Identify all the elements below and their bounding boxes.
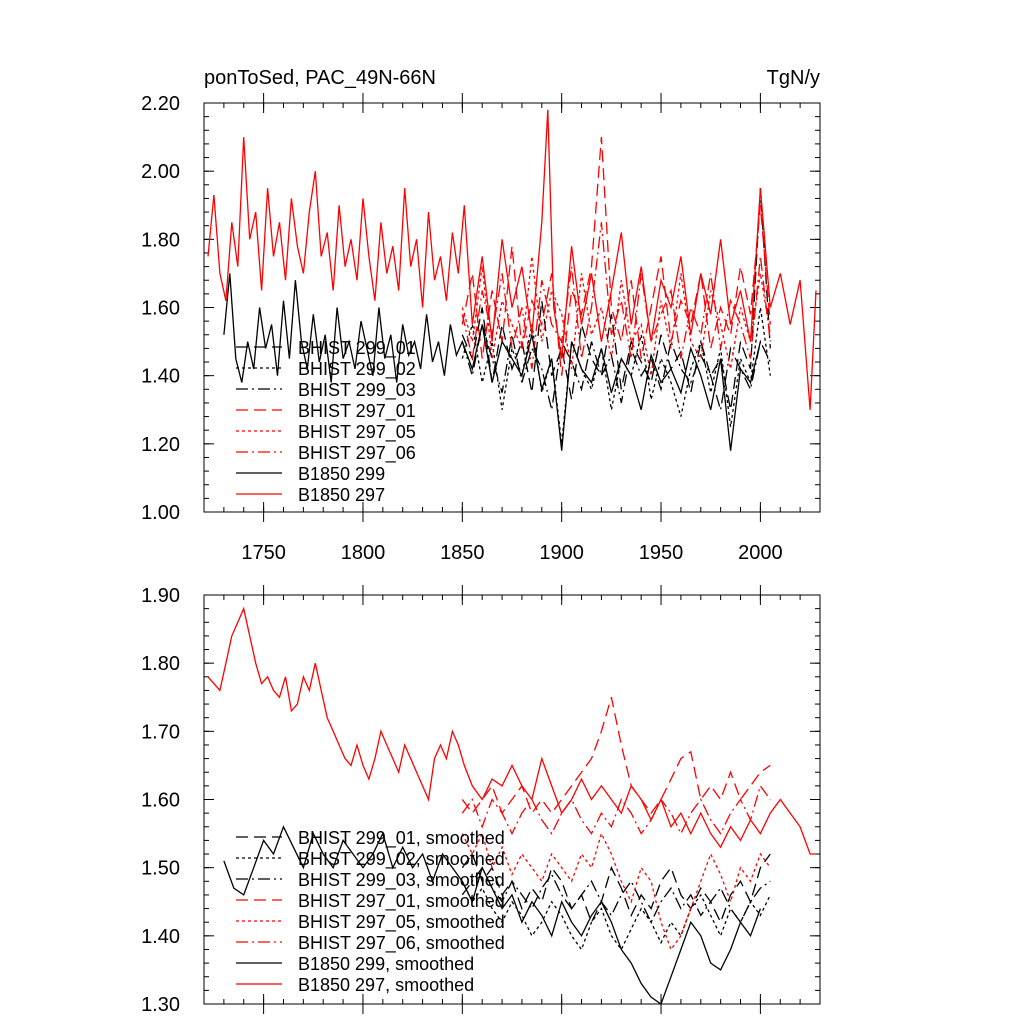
top-panel: ponToSed, PAC_49N-66N TgN/y 1750 1800 1850 19… bbox=[141, 67, 821, 564]
x-tick-label: 1900 bbox=[539, 542, 584, 564]
legend-label: BHIST 299_03 bbox=[298, 380, 416, 401]
legend-label: BHIST 297_05, smoothed bbox=[298, 912, 505, 933]
y-tick-label: 1.80 bbox=[141, 653, 180, 675]
y-tick-label: 1.40 bbox=[141, 366, 180, 388]
legend-label: BHIST 297_06 bbox=[298, 443, 416, 464]
series-line-4 bbox=[461, 256, 771, 376]
series-line-6 bbox=[223, 273, 762, 451]
series-line-0 bbox=[461, 188, 771, 410]
y-tick-label: 1.00 bbox=[141, 502, 180, 524]
series-line-6 bbox=[223, 825, 762, 1004]
y-tick-label: 1.60 bbox=[141, 790, 180, 812]
legend-label: BHIST 299_01, smoothed bbox=[298, 828, 505, 849]
y-tick-label: 1.90 bbox=[141, 585, 180, 607]
series-line-2 bbox=[461, 866, 771, 924]
series-line-4 bbox=[461, 831, 771, 951]
series-line-5 bbox=[461, 784, 771, 836]
legend-label: B1850 297 bbox=[298, 485, 385, 505]
series-line-0 bbox=[461, 852, 771, 924]
x-tick-label: 2000 bbox=[738, 542, 783, 564]
y-tick-label: 1.50 bbox=[141, 858, 180, 880]
y-tick-label: 1.60 bbox=[141, 298, 180, 320]
series-line-1 bbox=[461, 307, 771, 444]
series-line-1 bbox=[461, 881, 771, 951]
y-tick-label: 1.70 bbox=[141, 721, 180, 743]
x-tick-label: 1850 bbox=[440, 542, 485, 564]
legend-label: BHIST 299_03, smoothed bbox=[298, 870, 505, 891]
legend-label: B1850 299, smoothed bbox=[298, 954, 474, 974]
series-line-7 bbox=[207, 109, 817, 410]
series-line-3 bbox=[461, 697, 771, 815]
x-tick-label: 1800 bbox=[341, 542, 386, 564]
legend-label: BHIST 299_01 bbox=[298, 338, 416, 359]
x-tick-label: 1750 bbox=[241, 542, 286, 564]
y-tick-label: 1.30 bbox=[141, 994, 180, 1016]
chart-title: ponToSed, PAC_49N-66N bbox=[204, 67, 436, 89]
legend-label: B1850 297, smoothed bbox=[298, 975, 474, 995]
series-line-5 bbox=[461, 222, 771, 370]
y-tick-label: 2.20 bbox=[141, 93, 180, 115]
y-tick-label: 1.20 bbox=[141, 434, 180, 456]
legend-label: BHIST 297_01, smoothed bbox=[298, 891, 505, 912]
units-label: TgN/y bbox=[767, 67, 820, 89]
legend-label: B1850 299 bbox=[298, 464, 385, 484]
y-tick-label: 1.80 bbox=[141, 229, 180, 251]
series-line-3 bbox=[461, 137, 771, 376]
series-line-7 bbox=[207, 606, 816, 855]
legend-label: BHIST 299_02 bbox=[298, 359, 416, 380]
bottom-panel: 1.30 1.40 1.50 1.60 1.70 1.80 1.90 BHIST 299_01… bbox=[141, 585, 821, 1016]
x-tick-label: 1950 bbox=[639, 542, 684, 564]
legend-label: BHIST 299_02, smoothed bbox=[298, 849, 505, 870]
y-tick-label: 1.40 bbox=[141, 926, 180, 948]
legend-label: BHIST 297_01 bbox=[298, 401, 416, 422]
legend-label: BHIST 297_05 bbox=[298, 422, 416, 443]
y-tick-label: 2.00 bbox=[141, 161, 180, 183]
legend-label: BHIST 297_06, smoothed bbox=[298, 933, 505, 954]
